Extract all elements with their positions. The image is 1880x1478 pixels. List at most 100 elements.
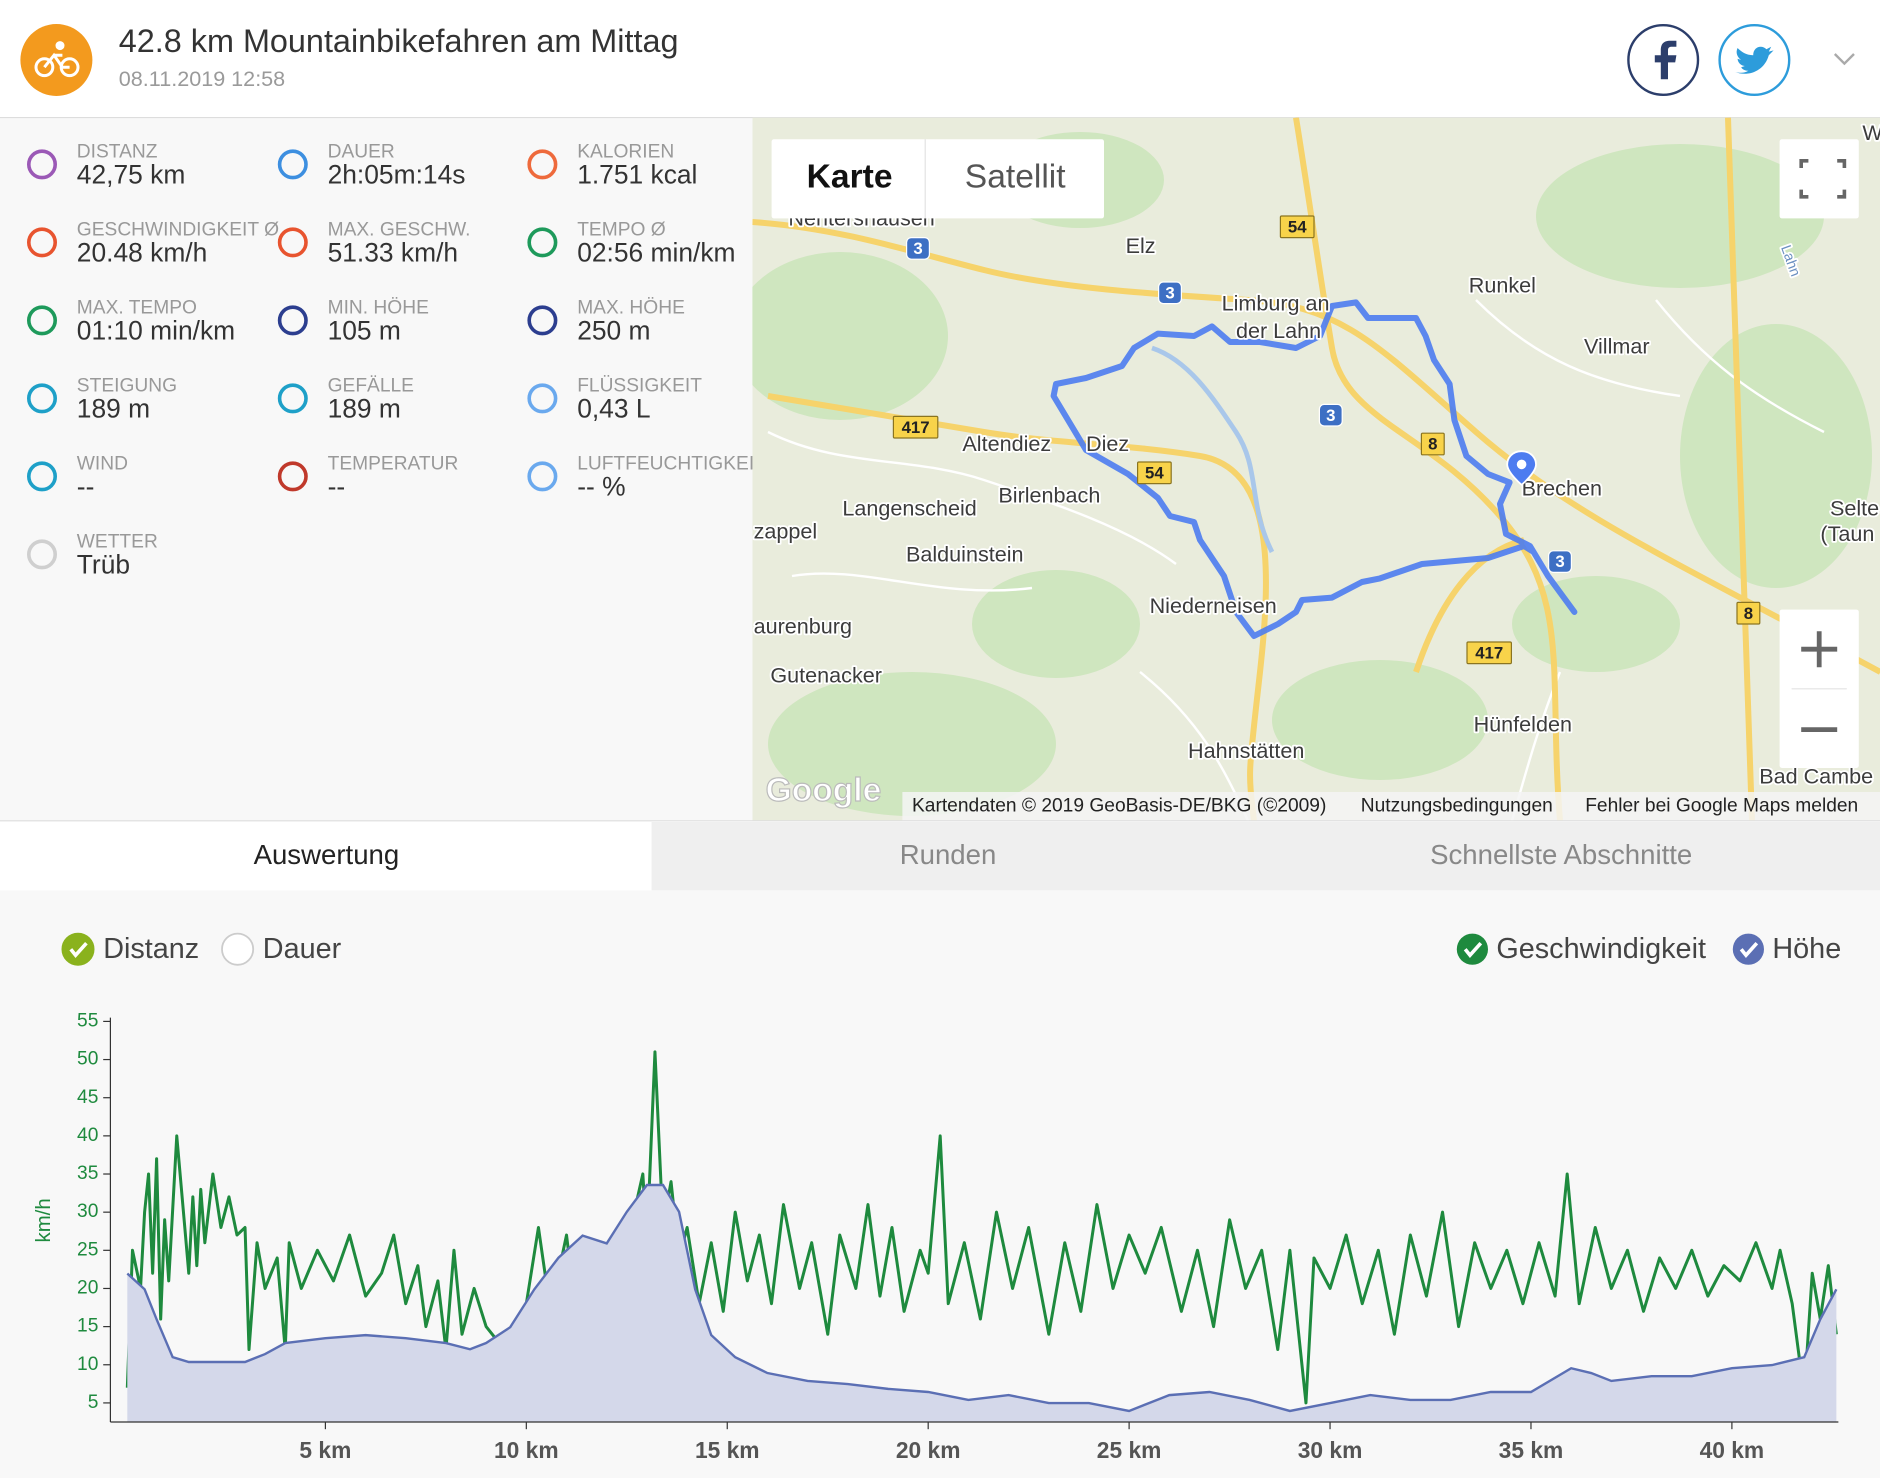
map-label: Birlenbach xyxy=(998,483,1100,508)
stat-value: 189 m xyxy=(77,393,150,423)
y-tick-label: 5 xyxy=(88,1392,99,1413)
map-label: Altendiez xyxy=(962,431,1051,456)
stat-label: MAX. HÖHE xyxy=(577,297,685,318)
zoom-in[interactable] xyxy=(1801,631,1838,668)
road-shield-label: 8 xyxy=(1428,435,1437,454)
x-tick-label: 5 km xyxy=(299,1437,351,1463)
stat-icon xyxy=(277,227,308,258)
stat-icon xyxy=(277,149,308,180)
y-tick-label: 40 xyxy=(77,1125,98,1146)
x-tick-label: 40 km xyxy=(1700,1437,1765,1463)
x-tick-label: 25 km xyxy=(1097,1437,1162,1463)
fullscreen-button[interactable] xyxy=(1779,139,1859,219)
title: 42.8 km Mountainbikefahren am Mittag xyxy=(119,23,679,59)
stat-icon xyxy=(27,383,58,414)
x-option-toggle[interactable] xyxy=(221,932,255,966)
stat-icon xyxy=(27,305,58,336)
y-tick-label: 25 xyxy=(77,1239,98,1260)
tab[interactable]: Auswertung xyxy=(254,839,400,870)
river xyxy=(1151,345,1275,554)
map-label: zappel xyxy=(754,519,818,544)
map-label: Brechen xyxy=(1522,475,1602,500)
check xyxy=(69,941,88,958)
road-shield xyxy=(1279,215,1315,239)
road-shield xyxy=(1157,281,1182,305)
road-shield xyxy=(1318,403,1343,427)
stat-value: 1.751 kcal xyxy=(577,159,697,189)
header xyxy=(0,0,1880,118)
stat-value: 0,43 L xyxy=(577,393,650,423)
stat-label: LUFTFEUCHTIGKEIT xyxy=(577,453,766,474)
map-type-karte[interactable]: Karte xyxy=(807,159,893,196)
legend-label: Höhe xyxy=(1772,933,1841,965)
map-label: W xyxy=(1862,120,1880,145)
x-tick-label: 10 km xyxy=(494,1437,559,1463)
tab[interactable]: Runden xyxy=(900,839,997,870)
y-tick-label: 20 xyxy=(77,1278,98,1299)
stat-value: Trüb xyxy=(77,549,130,579)
x-tick-label: 15 km xyxy=(695,1437,760,1463)
stat-value: 189 m xyxy=(328,393,401,423)
expand-chevron[interactable] xyxy=(1833,53,1855,66)
start-marker-dot xyxy=(1516,459,1527,470)
x-option-toggle[interactable] xyxy=(61,932,95,966)
stat-value: 51.33 km/h xyxy=(328,237,458,267)
map-type-satellit[interactable]: Satellit xyxy=(965,159,1066,196)
map-report[interactable]: Fehler bei Google Maps melden xyxy=(1585,795,1858,816)
stat-label: FLÜSSIGKEIT xyxy=(577,375,702,396)
map-label: (Taun xyxy=(1820,521,1874,546)
legend-toggle[interactable] xyxy=(1732,933,1764,965)
chart: Distanz Dauer Geschwindigkeit Höhe 5 10 15 20 25… xyxy=(33,932,1841,1463)
legend-label: Geschwindigkeit xyxy=(1496,933,1706,965)
x-option-label[interactable]: Distanz xyxy=(103,933,199,965)
map-attribution: Kartendaten © 2019 GeoBasis-DE/BKG (©200… xyxy=(912,795,1326,816)
y-tick-label: 30 xyxy=(77,1201,98,1222)
stat-icon xyxy=(277,461,308,492)
y-tick-label: 50 xyxy=(77,1049,98,1070)
stat-label: GEFÄLLE xyxy=(328,375,414,396)
map-terms[interactable]: Nutzungsbedingungen xyxy=(1361,795,1553,816)
stat-icon xyxy=(27,227,58,258)
road-shield-label: 417 xyxy=(902,418,930,437)
elevation-area xyxy=(127,1184,1837,1422)
elevation-line xyxy=(126,1183,1838,1413)
y-tick-label: 55 xyxy=(77,1010,98,1031)
map-roads xyxy=(752,117,1880,821)
y-tick-label: 15 xyxy=(77,1316,98,1337)
map-label: Elz xyxy=(1126,233,1156,258)
road-shield xyxy=(1420,432,1445,456)
stat-label: DAUER xyxy=(328,141,395,162)
x-option-label[interactable]: Dauer xyxy=(263,933,342,965)
stat-label: TEMPERATUR xyxy=(328,453,459,474)
road-shield xyxy=(892,415,939,439)
stat-value: 250 m xyxy=(577,315,650,345)
y-tick-label: 45 xyxy=(77,1087,98,1108)
stat-label: KALORIEN xyxy=(577,141,674,162)
stat-label: WETTER xyxy=(77,531,158,552)
road-shield xyxy=(1736,601,1761,625)
stat-value: 42,75 km xyxy=(77,159,186,189)
stat-icon xyxy=(527,383,558,414)
map-label: Balduinstein xyxy=(906,541,1024,566)
x-tick-label: 35 km xyxy=(1499,1437,1564,1463)
y-tick-label: 10 xyxy=(77,1354,98,1375)
road-shield-label: 3 xyxy=(1555,552,1564,571)
road-shield-label: 54 xyxy=(1145,463,1164,482)
speed-line xyxy=(125,1050,1838,1405)
stat-icon xyxy=(27,539,58,570)
stat-value: -- xyxy=(328,471,346,501)
y-tick-label: 35 xyxy=(77,1163,98,1184)
map-label: Gutenacker xyxy=(770,663,882,688)
map-label: Selte xyxy=(1830,496,1879,521)
tab[interactable]: Schnellste Abschnitte xyxy=(1430,839,1692,870)
stats-panel xyxy=(0,118,753,821)
legend-toggle[interactable] xyxy=(1456,933,1488,965)
date: 08.11.2019 12:58 xyxy=(119,66,285,91)
stat-icon xyxy=(27,461,58,492)
stat-label: WIND xyxy=(77,453,128,474)
stat-value: 01:10 min/km xyxy=(77,315,235,345)
stat-icon xyxy=(277,383,308,414)
x-tick-label: 30 km xyxy=(1298,1437,1363,1463)
